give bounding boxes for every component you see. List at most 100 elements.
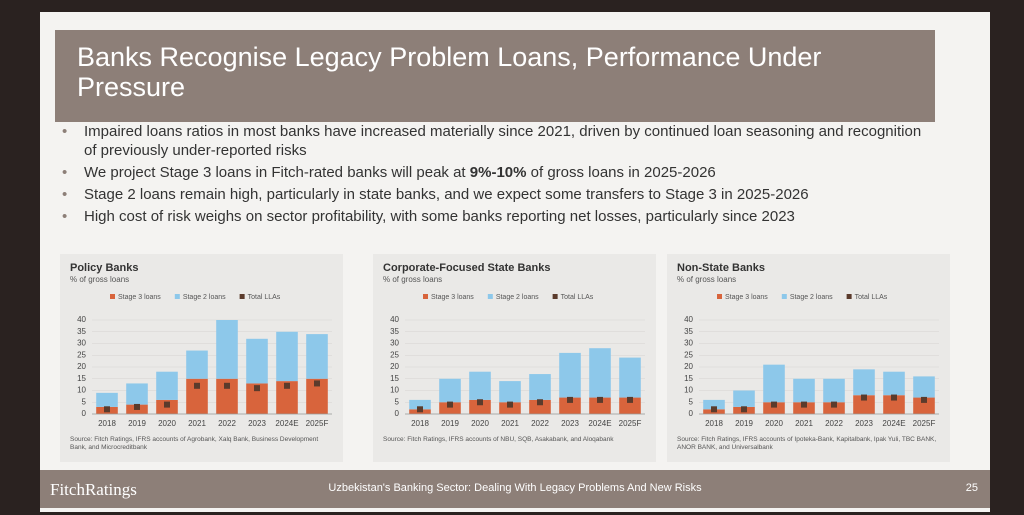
x-tick-label: 2024E xyxy=(275,419,298,428)
legend-swatch xyxy=(846,294,852,299)
x-tick-label: 2022 xyxy=(531,419,549,428)
y-tick-label: 10 xyxy=(684,386,693,395)
chart-subtitle: % of gross loans xyxy=(383,275,442,284)
x-tick-label: 2019 xyxy=(441,419,459,428)
x-tick-label: 2019 xyxy=(128,419,146,428)
chart-panel: Policy Banks% of gross loans Stage 3 loan… xyxy=(60,254,343,462)
bar-segment xyxy=(439,402,461,414)
bullet-bold: 9%-10% xyxy=(469,164,527,181)
y-tick-label: 35 xyxy=(77,327,86,336)
legend-swatch xyxy=(717,294,722,299)
lla-marker xyxy=(447,401,453,408)
bullet: We project Stage 3 loans in Fitch-rated … xyxy=(60,163,930,182)
legend-label: Stage 3 loans xyxy=(431,294,474,301)
y-tick-label: 20 xyxy=(77,362,86,371)
chart: Corporate-Focused State Banks% of gross … xyxy=(383,262,645,428)
legend-label: Total LLAs xyxy=(248,294,281,301)
bar-segment xyxy=(409,399,431,410)
source-note: Source: Fitch Ratings, IFRS accounts of … xyxy=(677,436,937,451)
bar-segment xyxy=(186,350,208,379)
x-tick-label: 2019 xyxy=(735,419,753,428)
lla-marker xyxy=(771,401,777,408)
bullet-text: of gross loans in 2025-2026 xyxy=(526,164,716,181)
footer-text: Uzbekistan's Banking Sector: Dealing Wit… xyxy=(328,482,702,494)
footer: FitchRatings Uzbekistan's Banking Sector… xyxy=(40,470,990,508)
bar-segment xyxy=(306,334,328,379)
y-tick-label: 35 xyxy=(684,327,693,336)
y-tick-label: 5 xyxy=(395,397,400,406)
bar-segment xyxy=(529,374,551,400)
y-tick-label: 40 xyxy=(390,315,399,324)
y-tick-label: 5 xyxy=(82,397,87,406)
y-tick-label: 20 xyxy=(684,362,693,371)
y-tick-label: 0 xyxy=(82,409,87,418)
y-tick-label: 30 xyxy=(390,339,399,348)
bullet-text: We project Stage 3 loans in Fitch-rated … xyxy=(84,164,470,181)
source-note: Source: Fitch Ratings, IFRS accounts of … xyxy=(383,436,614,443)
bar-segment xyxy=(306,378,328,414)
y-tick-label: 5 xyxy=(689,397,694,406)
bar-segment xyxy=(853,369,875,396)
lla-marker xyxy=(194,382,200,389)
bar-segment xyxy=(823,402,845,414)
bar-segment xyxy=(439,378,461,403)
y-tick-label: 20 xyxy=(390,362,399,371)
bar-segment xyxy=(469,371,491,400)
source-note: Source: Fitch Ratings, IFRS accounts of … xyxy=(70,436,319,451)
bullet-text: Impaired loans ratios in most banks have… xyxy=(84,123,922,159)
bar-segment xyxy=(589,348,611,398)
x-tick-label: 2021 xyxy=(795,419,813,428)
y-tick-label: 25 xyxy=(390,350,399,359)
bar-segment xyxy=(853,395,875,414)
lla-marker xyxy=(284,382,290,389)
bar-segment xyxy=(733,390,755,407)
lla-marker xyxy=(104,406,110,413)
bar-segment xyxy=(793,378,815,403)
bar-segment xyxy=(529,399,551,414)
lla-marker xyxy=(537,399,543,406)
y-tick-label: 10 xyxy=(390,386,399,395)
x-tick-label: 2018 xyxy=(705,419,723,428)
logo: FitchRatings xyxy=(50,480,137,499)
bullet: High cost of risk weighs on sector profi… xyxy=(60,207,930,226)
y-tick-label: 15 xyxy=(77,374,86,383)
legend-swatch xyxy=(781,294,787,299)
x-tick-label: 2020 xyxy=(158,419,176,428)
lla-marker xyxy=(627,396,633,403)
bar-segment xyxy=(246,383,268,414)
chart-panel: Corporate-Focused State Banks% of gross … xyxy=(373,254,656,462)
x-tick-label: 2020 xyxy=(765,419,783,428)
x-tick-label: 2020 xyxy=(471,419,489,428)
legend-swatch xyxy=(552,294,558,299)
bar-segment xyxy=(469,399,491,414)
title-band: Banks Recognise Legacy Problem Loans, Pe… xyxy=(55,30,935,122)
bar-segment xyxy=(763,402,785,414)
bullet: Stage 2 loans remain high, particularly … xyxy=(60,185,930,204)
lla-marker xyxy=(567,396,573,403)
bar-segment xyxy=(913,397,935,414)
lla-marker xyxy=(861,394,867,401)
bar-segment xyxy=(216,378,238,414)
lla-marker xyxy=(314,380,320,387)
y-tick-label: 35 xyxy=(390,327,399,336)
y-tick-label: 25 xyxy=(684,350,693,359)
y-tick-label: 30 xyxy=(684,339,693,348)
bar-segment xyxy=(913,376,935,398)
bar-segment xyxy=(499,381,521,403)
legend-swatch xyxy=(110,294,115,299)
legend-swatch xyxy=(423,294,428,299)
chart-title: Policy Banks xyxy=(70,262,138,274)
chart: Policy Banks% of gross loans Stage 3 loan… xyxy=(70,262,332,428)
chart-title: Non-State Banks xyxy=(677,262,765,274)
x-tick-label: 2022 xyxy=(218,419,236,428)
bullet-list: Impaired loans ratios in most banks have… xyxy=(60,122,930,229)
x-tick-label: 2025F xyxy=(619,419,642,428)
chart-panel: Non-State Banks% of gross loans Stage 3 l… xyxy=(667,254,950,462)
lla-marker xyxy=(891,394,897,401)
lla-marker xyxy=(254,385,260,392)
lla-marker xyxy=(164,401,170,408)
bar-segment xyxy=(96,392,118,407)
y-tick-label: 25 xyxy=(77,350,86,359)
lla-marker xyxy=(224,382,230,389)
